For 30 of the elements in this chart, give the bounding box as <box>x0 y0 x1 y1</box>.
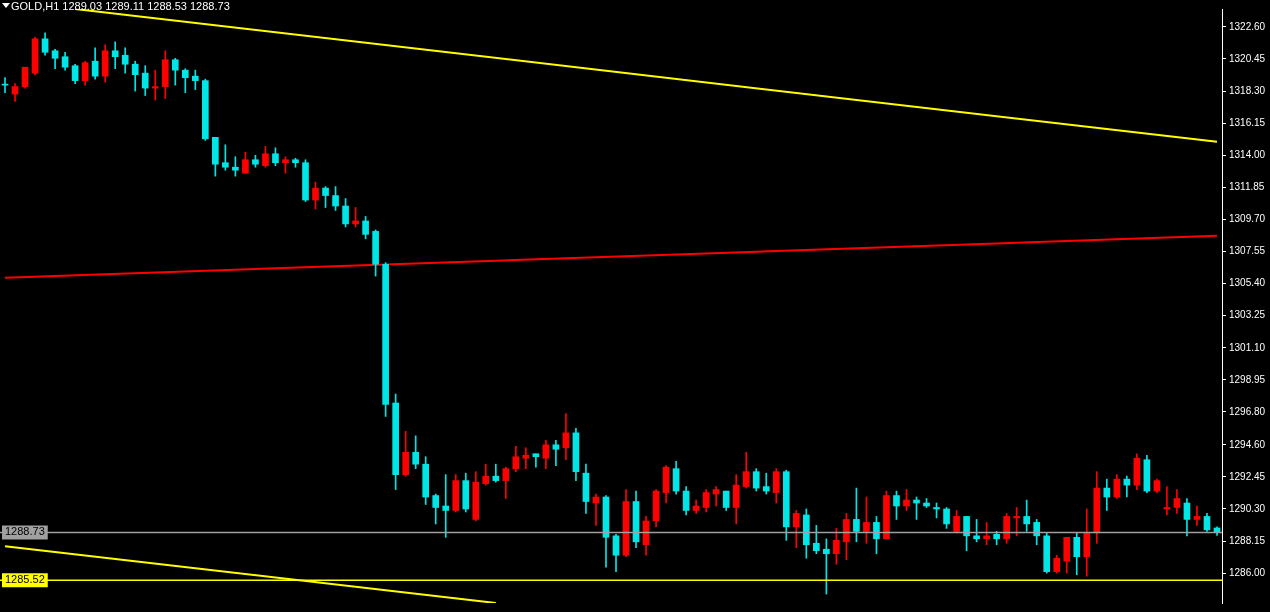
y-tick-label: 1292.45 <box>1229 470 1266 482</box>
candlestick <box>712 486 720 507</box>
y-tick-label: 1309.70 <box>1229 213 1266 225</box>
y-tick-label: 1311.85 <box>1229 181 1265 193</box>
candlestick <box>552 439 560 467</box>
y-tick-label: 1288.15 <box>1229 534 1266 546</box>
y-tick-label: 1290.30 <box>1229 502 1266 514</box>
y-tick-label: 1296.80 <box>1229 405 1266 417</box>
y-tick-label: 1320.45 <box>1229 52 1266 64</box>
y-tick-label: 1303.25 <box>1229 309 1266 321</box>
candlestick <box>442 474 450 538</box>
y-tick-label: 1314.00 <box>1229 149 1266 161</box>
candlestick <box>532 453 540 468</box>
candlestick <box>1023 499 1031 532</box>
y-tick-label: 1322.60 <box>1229 20 1266 32</box>
candlestick <box>191 69 199 90</box>
y-tick-label: 1305.40 <box>1229 277 1266 289</box>
y-tick-label: 1294.60 <box>1229 438 1266 450</box>
ref-line-label: 1285.52 <box>5 573 45 586</box>
candlestick <box>151 69 159 101</box>
y-tick-label: 1318.30 <box>1229 84 1266 96</box>
candlestick <box>1193 505 1201 526</box>
y-tick-label: 1301.10 <box>1229 341 1266 353</box>
y-tick-label: 1307.55 <box>1229 245 1266 257</box>
y-tick-label: 1286.00 <box>1229 566 1266 578</box>
ref-line-label: 1288.73 <box>5 525 45 538</box>
chart-title: GOLD,H1 1289.03 1289.11 1288.53 1288.73 <box>11 0 230 12</box>
y-tick-label: 1316.15 <box>1229 116 1266 128</box>
y-tick-label: 1298.95 <box>1229 373 1266 385</box>
candlestick <box>522 447 530 470</box>
